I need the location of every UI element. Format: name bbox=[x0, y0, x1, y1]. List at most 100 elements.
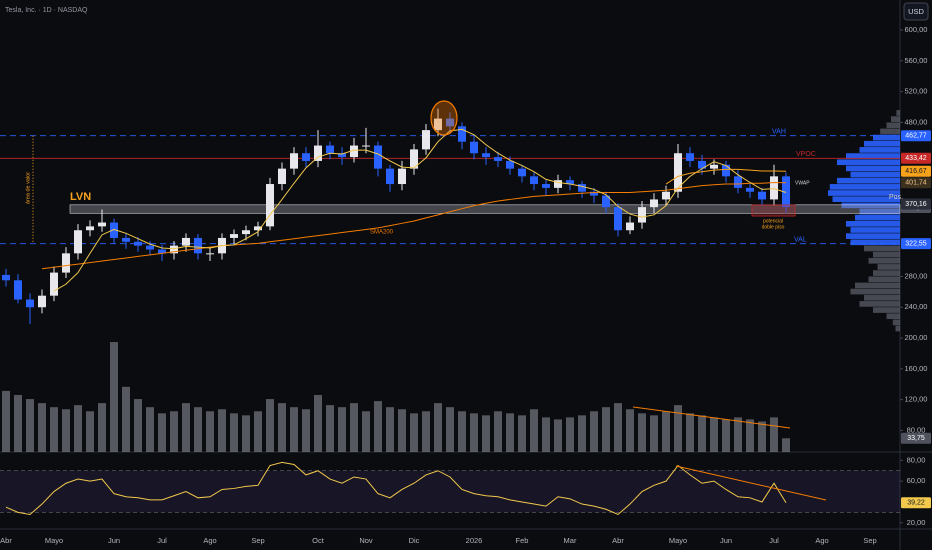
profile-bar bbox=[850, 171, 900, 178]
candle-body bbox=[446, 118, 454, 127]
x-tick-label: Jul bbox=[157, 536, 167, 545]
profile-bar bbox=[864, 245, 900, 252]
candle-body bbox=[230, 234, 238, 238]
currency-button[interactable] bbox=[903, 2, 929, 21]
y-tick-label: 160,00 bbox=[905, 364, 928, 373]
profile-bar bbox=[877, 264, 900, 270]
candle-body bbox=[686, 153, 694, 161]
volume-bar bbox=[734, 417, 742, 452]
candle-body bbox=[122, 237, 130, 242]
candle-body bbox=[386, 168, 394, 185]
ma-line bbox=[53, 128, 787, 292]
profile-bar bbox=[832, 196, 900, 203]
volume-bar bbox=[278, 403, 286, 452]
profile-bar bbox=[846, 233, 900, 239]
rsi-line bbox=[5, 461, 787, 516]
volume-bar bbox=[170, 411, 178, 452]
candle-body bbox=[422, 130, 430, 150]
price-badge-label: 33,75 bbox=[907, 435, 925, 442]
volume-bar bbox=[74, 405, 82, 452]
candle-body bbox=[530, 176, 538, 185]
profile-bar bbox=[829, 184, 900, 190]
price-badge-label: 462,77 bbox=[905, 133, 927, 140]
double-bottom-box bbox=[751, 204, 796, 217]
price-badge-label: 39,22 bbox=[907, 500, 925, 507]
volume-bar bbox=[422, 411, 430, 452]
volume-bar bbox=[614, 403, 622, 452]
x-tick-label: Sep bbox=[863, 536, 876, 545]
volume-bar bbox=[50, 407, 58, 452]
profile-bar bbox=[873, 270, 900, 276]
candle-body bbox=[170, 245, 178, 254]
volume-bar bbox=[746, 419, 754, 452]
candle-body bbox=[158, 249, 166, 254]
volume-bar bbox=[134, 399, 142, 452]
y-tick-label: 200,00 bbox=[905, 333, 928, 342]
volume-bar bbox=[410, 413, 418, 452]
candle-body bbox=[14, 280, 22, 300]
volume-bar bbox=[38, 403, 46, 452]
candle-body bbox=[134, 241, 142, 246]
candle-body bbox=[482, 153, 490, 158]
y-tick-label: 480,00 bbox=[905, 117, 928, 126]
x-tick-label: Oct bbox=[312, 536, 325, 545]
profile-bar bbox=[880, 128, 900, 135]
candle-body bbox=[362, 145, 370, 147]
candle-body bbox=[542, 184, 550, 188]
x-tick-label: 2026 bbox=[466, 536, 483, 545]
profile-bar bbox=[886, 122, 900, 129]
x-tick-label: Jun bbox=[720, 536, 732, 545]
y-tick-label: 20,00 bbox=[907, 518, 926, 527]
profile-bar bbox=[895, 325, 900, 332]
candle-body bbox=[254, 226, 262, 231]
volume-bar bbox=[566, 417, 574, 452]
price-badge bbox=[901, 497, 931, 509]
volume-bar bbox=[158, 413, 166, 452]
profile-bar bbox=[859, 147, 900, 153]
candle-body bbox=[38, 295, 46, 308]
volume-bar bbox=[626, 409, 634, 452]
candle-body bbox=[494, 157, 502, 161]
candle-body bbox=[734, 176, 742, 188]
volume-bar bbox=[698, 415, 706, 452]
candle-body bbox=[410, 149, 418, 169]
candle-body bbox=[602, 195, 610, 208]
volume-bar bbox=[14, 394, 22, 452]
volume-bar bbox=[494, 411, 502, 452]
volume-bar bbox=[782, 438, 790, 452]
lvn-zone bbox=[69, 204, 901, 214]
profile-bar bbox=[886, 313, 900, 320]
candle-body bbox=[62, 253, 70, 273]
candle-body bbox=[770, 176, 778, 200]
candle-body bbox=[266, 184, 274, 227]
x-tick-label: Jul bbox=[769, 536, 779, 545]
profile-bar bbox=[850, 239, 900, 246]
ma-line bbox=[665, 168, 787, 185]
volume-bar bbox=[350, 403, 358, 452]
candle-body bbox=[758, 191, 766, 200]
volume-bar bbox=[218, 409, 226, 452]
volume-bar bbox=[674, 405, 682, 452]
candle-body bbox=[398, 168, 406, 185]
candle-body bbox=[374, 145, 382, 169]
highlight-circle bbox=[430, 100, 458, 136]
x-tick-label: Sep bbox=[251, 536, 264, 545]
candle-body bbox=[182, 237, 190, 246]
currency-label[interactable]: USD bbox=[908, 7, 924, 16]
candle-body bbox=[674, 153, 682, 192]
volume-bar bbox=[518, 415, 526, 452]
candle-body bbox=[146, 245, 154, 250]
price-badge-label: 416,67 bbox=[905, 168, 927, 175]
profile-bar bbox=[873, 134, 900, 141]
price-badge bbox=[901, 198, 931, 210]
level-name: VAL bbox=[794, 237, 807, 244]
volume-bar bbox=[650, 415, 658, 452]
candle-body bbox=[290, 153, 298, 169]
profile-bar bbox=[850, 288, 900, 295]
candle-body bbox=[74, 230, 82, 254]
candle-body bbox=[518, 168, 526, 177]
candle-body bbox=[278, 168, 286, 185]
